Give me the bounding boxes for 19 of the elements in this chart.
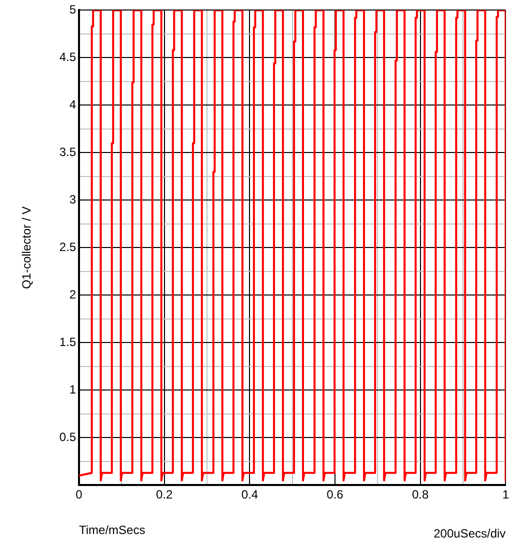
- y-tick-label: 3: [69, 192, 76, 207]
- x-tick-label: 1: [502, 488, 510, 502]
- y-tick-label: 0.5: [59, 430, 76, 444]
- y-tick-label: 2: [69, 288, 76, 302]
- y-tick-label: 4.5: [59, 50, 76, 64]
- y-tick-label: 2.5: [59, 240, 76, 254]
- y-tick-label: 1.5: [59, 335, 76, 350]
- y-tick-label: 1: [69, 382, 76, 397]
- y-axis-title: Q1-collector / V: [20, 206, 34, 290]
- x-axis-title: Time/mSecs: [79, 523, 146, 538]
- x-tick-label: 0.6: [326, 488, 344, 502]
- x-tick-label: 0.4: [241, 488, 258, 502]
- y-tick-label: 4: [69, 98, 76, 112]
- text: 200uSecs/div: [434, 526, 506, 540]
- x-tick-label: 0.8: [412, 488, 429, 502]
- y-tick-label: 3.5: [59, 145, 76, 160]
- y-tick-label: 5: [69, 2, 76, 17]
- x-tick-label: 0: [76, 488, 83, 502]
- x-tick-label: 0.2: [156, 488, 173, 502]
